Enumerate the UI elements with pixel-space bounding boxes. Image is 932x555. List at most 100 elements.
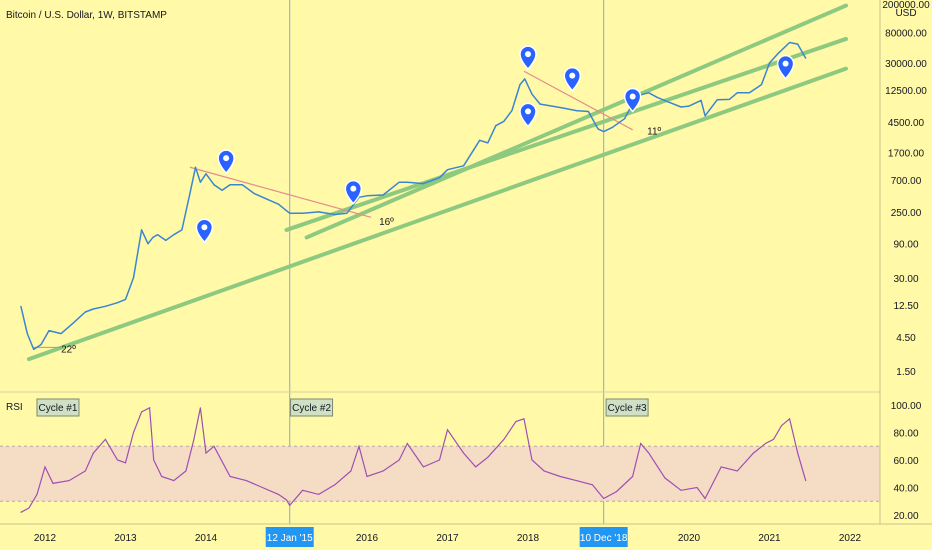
price-point bbox=[221, 189, 223, 191]
rsi-point bbox=[193, 438, 195, 440]
price-tick-label: 1.50 bbox=[896, 367, 916, 378]
price-point bbox=[479, 139, 481, 141]
rsi-tick-label: 100.00 bbox=[891, 401, 922, 412]
rsi-point bbox=[616, 491, 618, 493]
rsi-point bbox=[245, 480, 247, 482]
price-tick-label: 30.00 bbox=[893, 274, 918, 285]
rsi-point bbox=[475, 466, 477, 468]
rsi-point bbox=[286, 499, 287, 501]
cycle-label-box bbox=[605, 398, 649, 417]
rsi-band bbox=[0, 445, 880, 502]
rsi-point bbox=[261, 487, 263, 488]
price-point bbox=[213, 184, 215, 186]
price-point bbox=[656, 96, 658, 98]
rsi-point bbox=[543, 470, 545, 472]
price-point bbox=[26, 332, 28, 335]
price-point bbox=[241, 184, 243, 186]
rsi-tick-label: 40.00 bbox=[893, 484, 918, 495]
time-tick-label: 2020 bbox=[678, 533, 701, 544]
time-tick-label: 2012 bbox=[34, 533, 57, 544]
y-unit-label: USD bbox=[895, 8, 916, 19]
rsi-tick-label: 80.00 bbox=[893, 429, 918, 440]
rsi-series bbox=[20, 406, 807, 513]
price-point bbox=[382, 194, 384, 196]
angle-annotation: 22º bbox=[61, 345, 76, 356]
price-point bbox=[776, 53, 779, 55]
rsi-point bbox=[781, 425, 783, 427]
rsi-point bbox=[36, 493, 38, 495]
price-point bbox=[406, 181, 408, 183]
price-tick-label: 12.50 bbox=[893, 301, 918, 312]
rsi-point bbox=[334, 484, 336, 486]
rsi-point bbox=[199, 407, 201, 409]
rsi-point bbox=[764, 443, 766, 444]
price-tick-label: 4.50 bbox=[896, 333, 916, 344]
price-point bbox=[20, 305, 22, 307]
rsi-point bbox=[185, 470, 187, 472]
price-point bbox=[736, 92, 738, 94]
location-pin-icon bbox=[344, 179, 363, 205]
trend-line-green bbox=[26, 66, 848, 362]
price-point bbox=[539, 103, 541, 105]
time-tick-label: 2022 bbox=[839, 533, 862, 544]
price-point bbox=[302, 212, 304, 214]
price-point bbox=[531, 93, 533, 95]
rsi-point bbox=[696, 487, 698, 488]
price-point bbox=[334, 213, 336, 216]
trend-lines bbox=[26, 3, 848, 362]
price-point bbox=[495, 125, 497, 127]
rsi-point bbox=[20, 511, 22, 513]
time-tick-label: 2013 bbox=[114, 533, 137, 544]
rsi-point bbox=[531, 459, 533, 461]
chart-title: Bitcoin / U.S. Dollar, 1W, BITSTAMP bbox=[6, 10, 167, 21]
pin-dot bbox=[201, 224, 208, 231]
rsi-point bbox=[752, 452, 754, 454]
price-point bbox=[524, 78, 526, 80]
rsi-point bbox=[382, 470, 384, 472]
price-point bbox=[760, 83, 763, 86]
rsi-point bbox=[789, 418, 791, 420]
pin-body bbox=[195, 218, 214, 244]
rsi-point bbox=[648, 452, 650, 454]
time-axis[interactable]: 2012 2013 2014 2016 2017 2018 2020 2021 2022 12 J… bbox=[34, 527, 862, 547]
price-point bbox=[603, 131, 605, 133]
pin-body bbox=[623, 87, 642, 113]
price-point bbox=[189, 193, 191, 195]
time-tick-label: 2016 bbox=[356, 533, 379, 544]
price-point bbox=[768, 62, 771, 64]
pin-dot bbox=[629, 93, 636, 100]
price-point bbox=[789, 41, 791, 44]
price-point bbox=[748, 92, 750, 94]
price-point bbox=[463, 165, 465, 167]
price-point bbox=[265, 198, 267, 200]
pin-body bbox=[519, 45, 537, 71]
price-point bbox=[422, 183, 424, 185]
price-point bbox=[194, 166, 197, 168]
price-point bbox=[728, 98, 730, 101]
price-tick-label: 250.00 bbox=[891, 208, 922, 219]
rsi-point bbox=[736, 470, 738, 472]
price-axis[interactable]: 200000.00 80000.00 30000.00 12500.00 4500.00… bbox=[882, 0, 930, 378]
trend-line-red bbox=[189, 166, 372, 218]
angle-annotations: 22º 16º 11º bbox=[61, 127, 661, 356]
price-point bbox=[805, 57, 807, 59]
price-tick-label: 700.00 bbox=[891, 176, 922, 187]
rsi-point bbox=[575, 480, 577, 482]
price-point bbox=[124, 298, 127, 300]
location-pin-icon bbox=[776, 55, 795, 80]
date-badge bbox=[265, 527, 314, 547]
location-pin-icon bbox=[519, 45, 537, 71]
cycle-label: Cycle #1 bbox=[39, 403, 78, 414]
pin-dot bbox=[525, 51, 531, 58]
price-point bbox=[285, 210, 288, 212]
rsi-point bbox=[805, 480, 807, 482]
price-point bbox=[551, 105, 553, 107]
rsi-axis[interactable]: 100.00 80.00 60.00 40.00 20.00 bbox=[891, 401, 922, 522]
price-point bbox=[116, 302, 119, 304]
rsi-point bbox=[366, 476, 368, 477]
price-point bbox=[668, 101, 670, 103]
cycle-label: Cycle #2 bbox=[292, 403, 331, 414]
price-point bbox=[704, 115, 706, 117]
pin-dot bbox=[569, 72, 576, 79]
